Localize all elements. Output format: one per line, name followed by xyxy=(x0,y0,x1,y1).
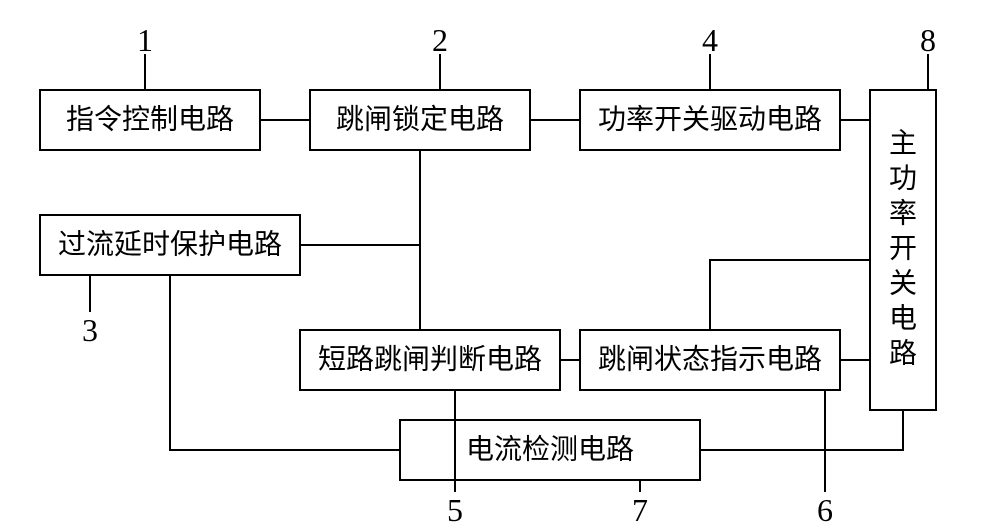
connector-4 xyxy=(420,150,430,330)
block-label-b6: 跳闸状态指示电路 xyxy=(598,344,822,376)
ref-number-5: 5 xyxy=(447,492,463,528)
block-b5: 短路跳闸判断电路 xyxy=(300,330,560,390)
block-label-b2: 跳闸锁定电路 xyxy=(336,104,504,136)
block-b1: 指令控制电路 xyxy=(40,90,260,150)
connector-7 xyxy=(710,260,870,330)
block-label-b3: 过流延时保护电路 xyxy=(58,229,282,261)
block-b7: 电流检测电路 xyxy=(400,420,700,480)
block-b8: 主功率开关电路 xyxy=(870,90,936,410)
block-label-b8: 主功率开关电路 xyxy=(889,128,917,370)
block-b2: 跳闸锁定电路 xyxy=(310,90,530,150)
ref-number-3: 3 xyxy=(82,312,98,348)
block-label-b4: 功率开关驱动电路 xyxy=(598,104,822,136)
ref-number-1: 1 xyxy=(137,22,153,58)
ref-number-6: 6 xyxy=(817,492,833,528)
block-b3: 过流延时保护电路 xyxy=(40,215,300,275)
connector-9 xyxy=(700,410,903,450)
block-label-b1: 指令控制电路 xyxy=(66,104,234,136)
block-label-b5: 短路跳闸判断电路 xyxy=(318,344,542,376)
ref-number-8: 8 xyxy=(920,22,936,58)
block-b4: 功率开关驱动电路 xyxy=(580,90,840,150)
block-label-b7: 电流检测电路 xyxy=(466,434,634,466)
connector-3 xyxy=(300,150,420,245)
ref-number-2: 2 xyxy=(432,22,448,58)
ref-number-4: 4 xyxy=(702,22,718,58)
ref-number-7: 7 xyxy=(632,492,648,528)
block-diagram: 指令控制电路 跳闸锁定电路 功率开关驱动电路过流延时保护电路短路跳闸判断电路 跳闸状态… xyxy=(0,0,1000,529)
block-b6: 跳闸状态指示电路 xyxy=(580,330,840,390)
